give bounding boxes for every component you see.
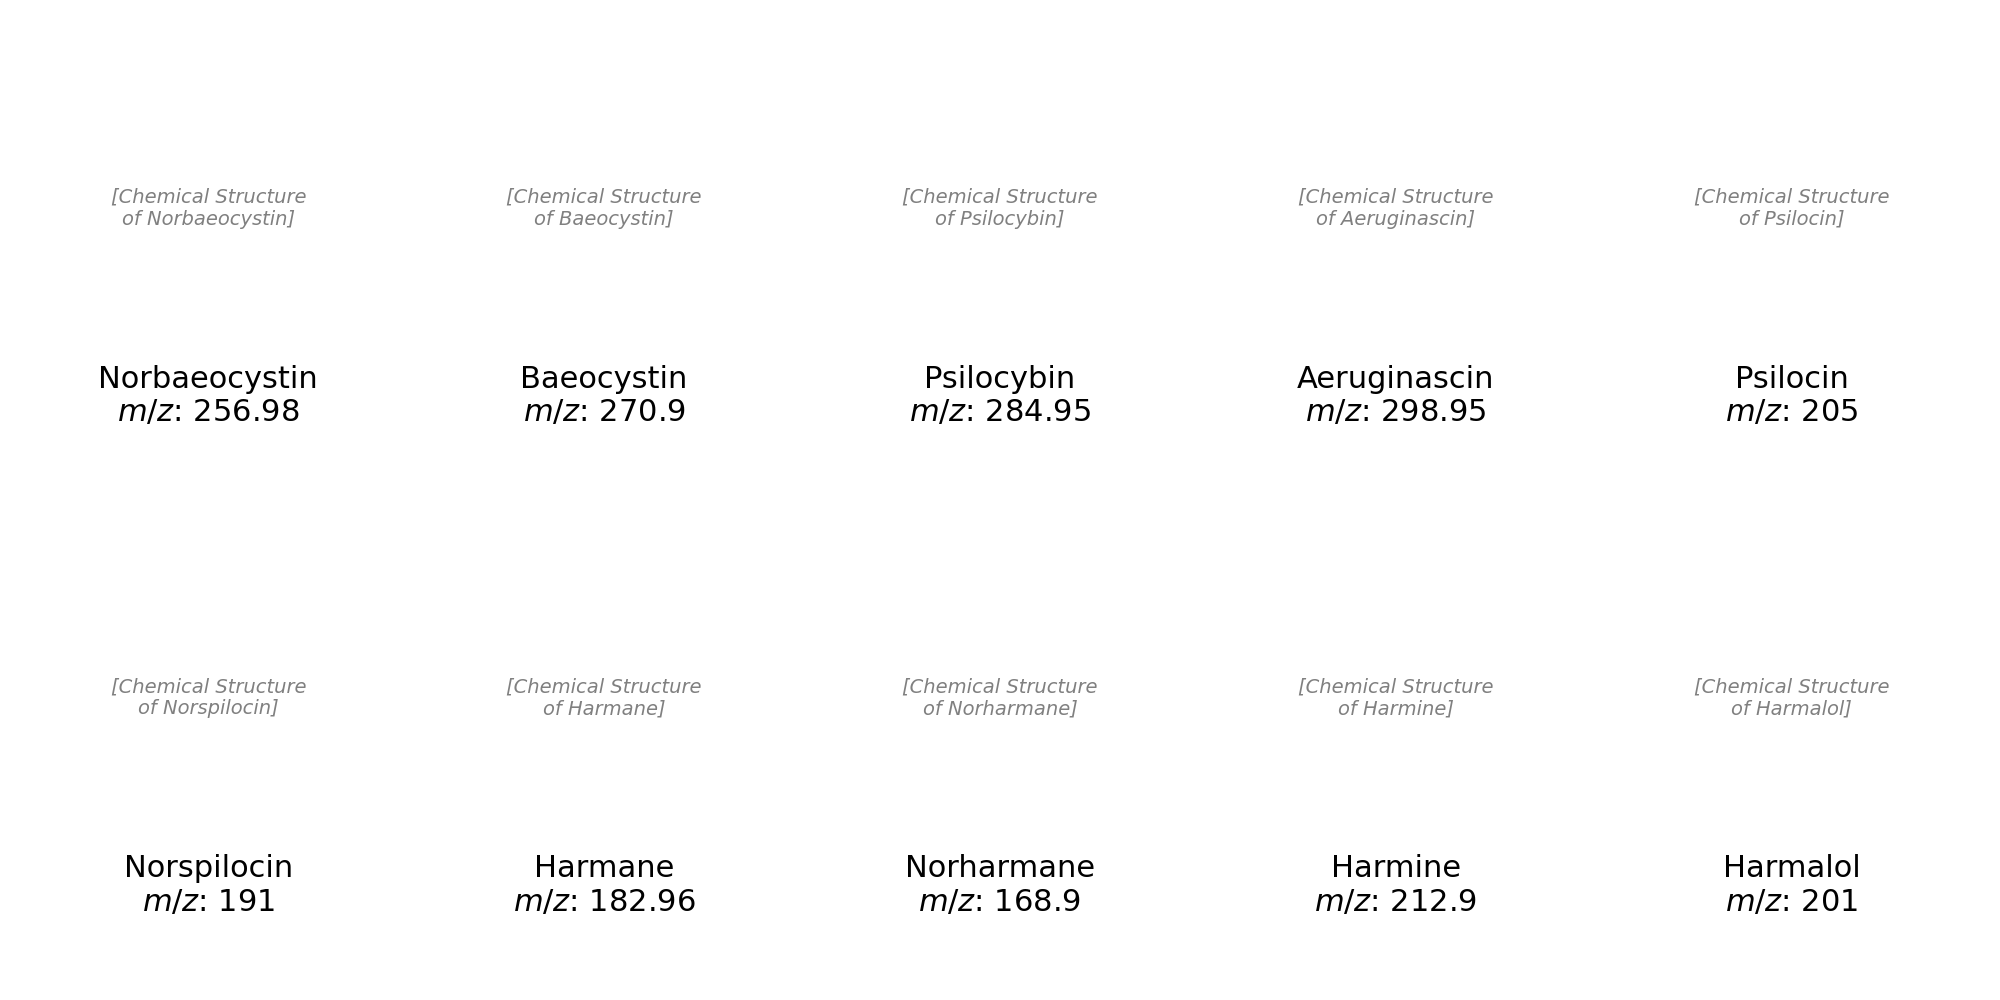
Text: [Chemical Structure
of Psilocybin]: [Chemical Structure of Psilocybin] [902, 188, 1098, 229]
Text: Norspilocin
$m/z$: 191: Norspilocin $m/z$: 191 [124, 854, 292, 917]
Text: Norbaeocystin
$m/z$: 256.98: Norbaeocystin $m/z$: 256.98 [98, 365, 318, 427]
Text: Harmalol
$m/z$: 201: Harmalol $m/z$: 201 [1722, 854, 1860, 917]
Text: [Chemical Structure
of Norspilocin]: [Chemical Structure of Norspilocin] [110, 677, 306, 718]
Text: Harmane
$m/z$: 182.96: Harmane $m/z$: 182.96 [512, 854, 696, 917]
Text: [Chemical Structure
of Harmane]: [Chemical Structure of Harmane] [506, 677, 702, 718]
Text: [Chemical Structure
of Baeocystin]: [Chemical Structure of Baeocystin] [506, 188, 702, 229]
Text: [Chemical Structure
of Psilocin]: [Chemical Structure of Psilocin] [1694, 188, 1890, 229]
Text: Psilocin
$m/z$: 205: Psilocin $m/z$: 205 [1724, 365, 1858, 427]
Text: [Chemical Structure
of Harmine]: [Chemical Structure of Harmine] [1298, 677, 1494, 718]
Text: [Chemical Structure
of Harmalol]: [Chemical Structure of Harmalol] [1694, 677, 1890, 718]
Text: [Chemical Structure
of Norharmane]: [Chemical Structure of Norharmane] [902, 677, 1098, 718]
Text: Norharmane
$m/z$: 168.9: Norharmane $m/z$: 168.9 [904, 854, 1096, 917]
Text: Psilocybin
$m/z$: 284.95: Psilocybin $m/z$: 284.95 [908, 365, 1092, 427]
Text: Aeruginascin
$m/z$: 298.95: Aeruginascin $m/z$: 298.95 [1298, 365, 1494, 427]
Text: Baeocystin
$m/z$: 270.9: Baeocystin $m/z$: 270.9 [520, 365, 688, 427]
Text: [Chemical Structure
of Aeruginascin]: [Chemical Structure of Aeruginascin] [1298, 188, 1494, 229]
Text: Harmine
$m/z$: 212.9: Harmine $m/z$: 212.9 [1314, 854, 1478, 917]
Text: [Chemical Structure
of Norbaeocystin]: [Chemical Structure of Norbaeocystin] [110, 188, 306, 229]
